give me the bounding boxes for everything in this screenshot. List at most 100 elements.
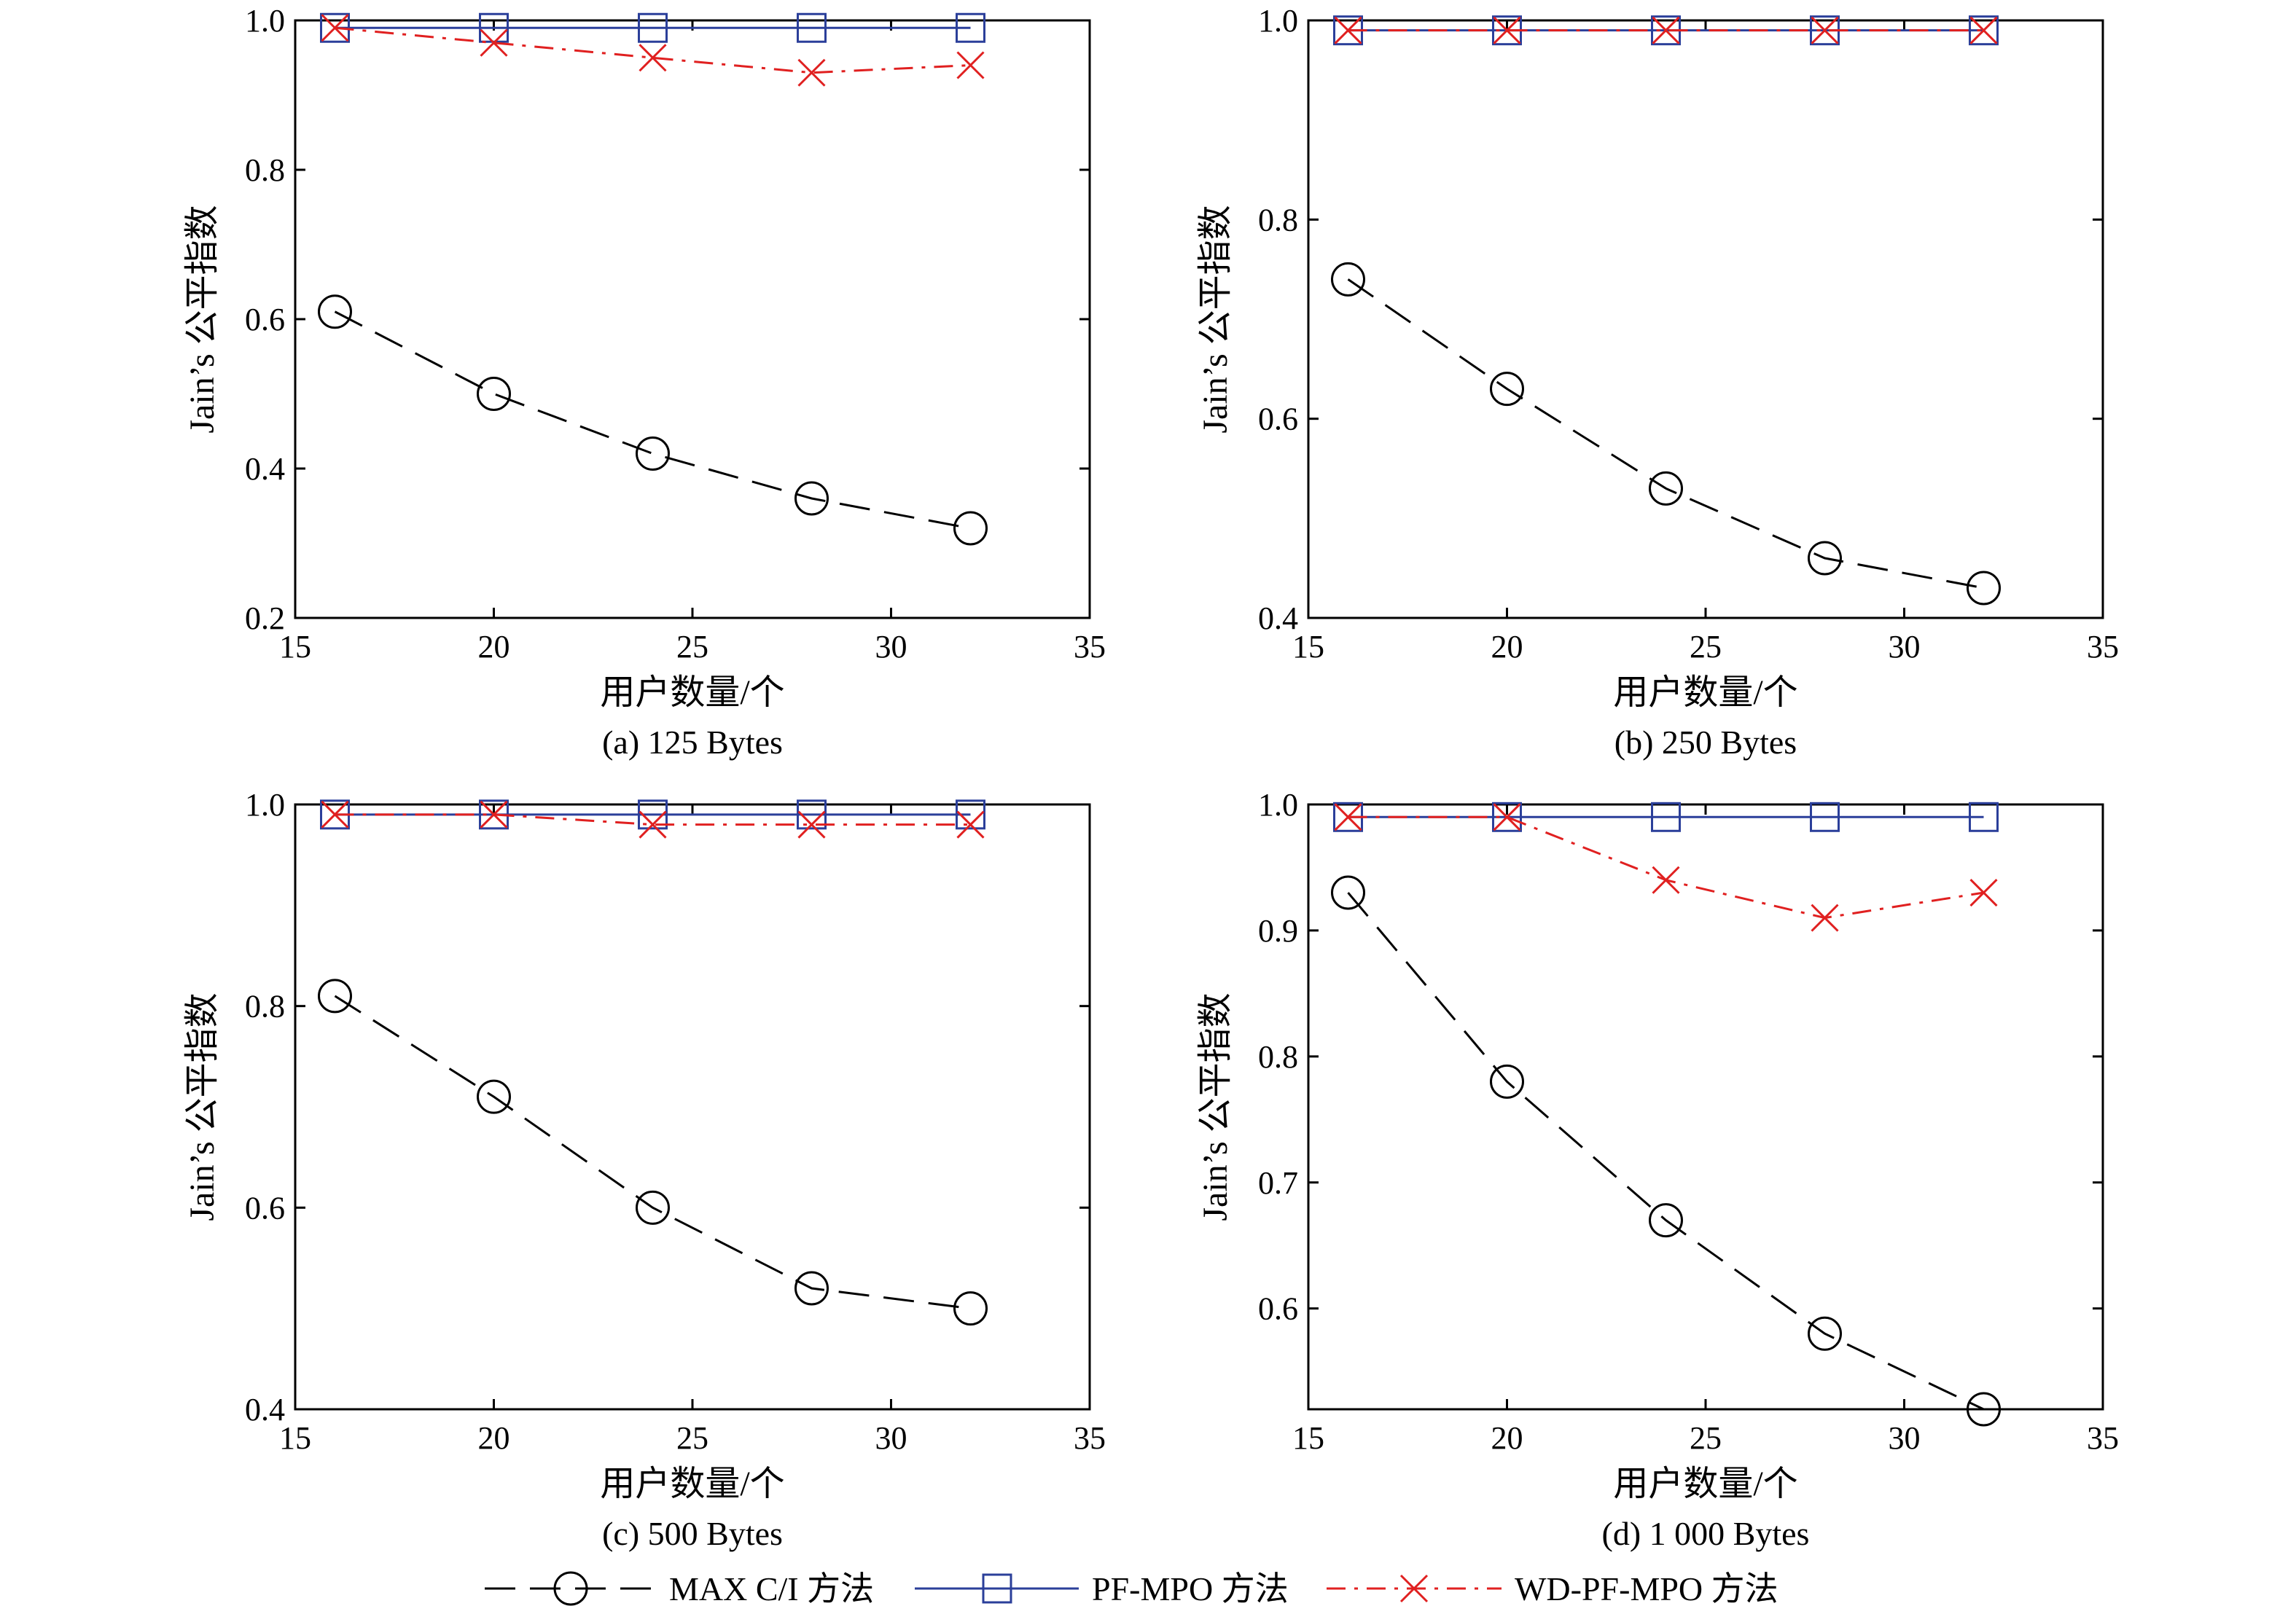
legend-entry: WD-PF-MPO 方法 bbox=[1327, 1570, 1778, 1606]
data-point bbox=[636, 1190, 670, 1225]
y-tick-label: 1.0 bbox=[245, 787, 285, 823]
legend-label: WD-PF-MPO 方法 bbox=[1515, 1570, 1778, 1606]
data-point bbox=[321, 14, 349, 42]
data-point bbox=[797, 799, 827, 830]
plot-frame bbox=[294, 19, 1091, 619]
x-tick-label: 15 bbox=[1292, 629, 1324, 665]
data-point bbox=[956, 12, 985, 43]
series-line bbox=[334, 310, 971, 530]
x-tick-label: 35 bbox=[2087, 629, 2119, 665]
data-point bbox=[320, 12, 350, 43]
y-tick-label: 0.4 bbox=[1258, 600, 1298, 636]
series-line bbox=[1347, 278, 1984, 589]
data-point bbox=[956, 51, 985, 79]
data-point bbox=[1649, 1203, 1683, 1238]
data-point bbox=[1808, 541, 1842, 576]
y-tick-label: 1.0 bbox=[1258, 3, 1298, 39]
data-point bbox=[1652, 16, 1680, 44]
x-axis-label: 用户数量/个 bbox=[600, 1465, 784, 1503]
data-point bbox=[953, 511, 988, 546]
data-point bbox=[477, 377, 511, 411]
x-axis-label: 用户数量/个 bbox=[1613, 673, 1797, 712]
x-tick-label: 15 bbox=[1292, 1420, 1324, 1456]
data-point bbox=[797, 12, 827, 43]
data-point bbox=[1490, 1064, 1524, 1099]
data-point bbox=[1967, 571, 2001, 606]
series-line bbox=[335, 26, 971, 74]
legend-marker bbox=[982, 1573, 1012, 1604]
y-tick-label: 0.6 bbox=[245, 302, 285, 337]
data-point bbox=[638, 799, 668, 830]
legend-marker bbox=[1399, 1574, 1429, 1603]
panel-caption: (d) 1 000 Bytes bbox=[1602, 1515, 1810, 1552]
data-point bbox=[318, 294, 352, 329]
data-point bbox=[956, 799, 985, 830]
data-point bbox=[1969, 15, 1999, 46]
y-tick-label: 1.0 bbox=[1258, 787, 1298, 823]
data-point bbox=[1649, 471, 1683, 506]
data-point bbox=[1651, 802, 1681, 832]
x-tick-label: 30 bbox=[1889, 629, 1921, 665]
plot-frame bbox=[294, 803, 1091, 1411]
legend-marker bbox=[553, 1571, 588, 1606]
data-point bbox=[639, 44, 667, 72]
series-circle bbox=[1331, 262, 2001, 606]
x-tick-label: 20 bbox=[478, 629, 510, 665]
series-circle bbox=[318, 294, 988, 546]
legend: MAX C/I 方法 PF-MPO 方法 WD-PF-MPO 方法 bbox=[485, 1570, 1778, 1606]
x-tick-label: 15 bbox=[279, 629, 311, 665]
x-tick-label: 20 bbox=[1491, 1420, 1523, 1456]
x-tick-label: 35 bbox=[1074, 1420, 1106, 1456]
x-tick-label: 20 bbox=[478, 1420, 510, 1456]
x-tick-label: 35 bbox=[2087, 1420, 2119, 1456]
data-point bbox=[321, 800, 349, 829]
y-tick-label: 0.2 bbox=[245, 600, 285, 636]
x-tick-label: 30 bbox=[875, 1420, 907, 1456]
plot-frame bbox=[1307, 803, 2104, 1411]
y-tick-label: 0.7 bbox=[1258, 1165, 1298, 1201]
series-x bbox=[321, 14, 985, 87]
y-tick-label: 0.8 bbox=[245, 152, 285, 188]
panel-caption: (b) 250 Bytes bbox=[1614, 724, 1797, 761]
y-tick-label: 0.8 bbox=[1258, 202, 1298, 238]
data-point bbox=[1331, 875, 1365, 910]
y-axis-label: Jain’s 公平指数 bbox=[1196, 992, 1235, 1221]
chart-panel-2: 15 20 25 30 35 0.4 0.6 0.8 1.0 用户数量/个 Jain’s 公平指数 (… bbox=[1196, 3, 2119, 761]
data-point bbox=[318, 979, 352, 1014]
y-axis-label: Jain’s 公平指数 bbox=[183, 992, 222, 1221]
data-point bbox=[794, 481, 829, 516]
series-line bbox=[1347, 892, 1985, 1411]
data-point bbox=[636, 436, 670, 471]
y-tick-label: 0.6 bbox=[1258, 402, 1298, 437]
legend-label: MAX C/I 方法 bbox=[669, 1570, 874, 1606]
series-x bbox=[1334, 803, 1998, 932]
x-tick-label: 30 bbox=[1889, 1420, 1921, 1456]
y-tick-label: 0.4 bbox=[245, 1392, 285, 1427]
panel-caption: (c) 500 Bytes bbox=[602, 1515, 783, 1552]
x-tick-label: 15 bbox=[279, 1420, 311, 1456]
data-point bbox=[1492, 802, 1522, 832]
series-x bbox=[321, 800, 985, 839]
legend-entry: PF-MPO 方法 bbox=[915, 1570, 1289, 1606]
data-point bbox=[1652, 866, 1680, 894]
data-point bbox=[794, 1271, 829, 1306]
series-circle bbox=[318, 979, 988, 1326]
data-point bbox=[1331, 262, 1365, 297]
y-tick-label: 0.6 bbox=[245, 1190, 285, 1226]
data-point bbox=[1967, 1392, 2001, 1427]
series-line bbox=[1348, 815, 1984, 920]
y-tick-label: 0.8 bbox=[245, 989, 285, 1025]
plot-frame bbox=[1307, 19, 2104, 619]
panel-caption: (a) 125 Bytes bbox=[602, 724, 783, 761]
data-point bbox=[1811, 16, 1839, 44]
x-tick-label: 25 bbox=[676, 1420, 708, 1456]
y-tick-label: 0.6 bbox=[1258, 1291, 1298, 1327]
series-line bbox=[335, 813, 971, 826]
x-tick-label: 25 bbox=[1690, 1420, 1722, 1456]
legend-label: PF-MPO 方法 bbox=[1092, 1570, 1289, 1606]
data-point bbox=[480, 800, 508, 829]
data-point bbox=[1969, 802, 1999, 832]
data-point bbox=[1811, 904, 1839, 932]
y-tick-label: 0.4 bbox=[245, 451, 285, 487]
